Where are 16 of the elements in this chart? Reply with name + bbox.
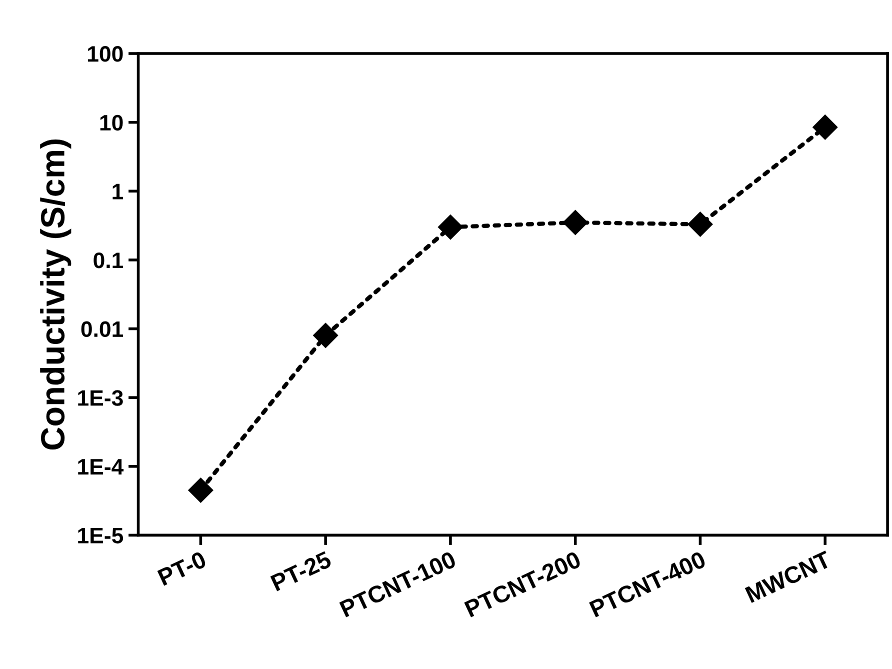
y-tick-label: 100	[88, 46, 123, 62]
y-tick-label: 1E-4	[78, 459, 124, 474]
point	[688, 212, 713, 237]
y-tick-label: 10	[100, 114, 123, 131]
y-tick-label: 1E-5	[78, 528, 124, 544]
y-axis-title: Conductivity (S/cm)	[40, 140, 72, 450]
x-tick-label: PT-0	[157, 550, 208, 586]
point	[188, 478, 214, 503]
point	[438, 214, 463, 240]
point	[562, 210, 588, 235]
y-tick-label: 0.1	[94, 252, 124, 268]
point	[313, 322, 338, 348]
y-tick-label: 0.01	[81, 321, 124, 338]
y-tick-label: 1	[112, 184, 124, 200]
y-tick-label: 1E-3	[78, 390, 123, 406]
point	[812, 114, 838, 140]
